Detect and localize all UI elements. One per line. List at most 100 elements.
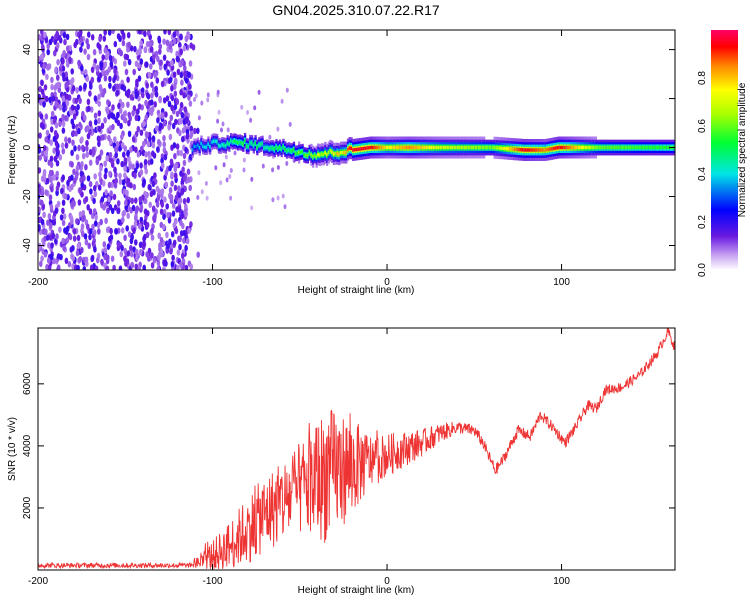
noise-blob [160, 157, 164, 164]
noise-blob [167, 30, 172, 36]
noise-blob [162, 141, 166, 148]
ridge-peak [406, 145, 409, 150]
noise-blob [44, 189, 49, 196]
y-tick-label: 20 [22, 93, 33, 105]
ridge-peak [551, 147, 554, 151]
noise-blob [104, 189, 108, 196]
noise-blob [117, 102, 121, 110]
noise-blob [185, 133, 190, 140]
noise-blob [163, 30, 167, 35]
noise-blob [107, 196, 111, 203]
noise-blob [99, 149, 104, 156]
noise-blob [46, 43, 50, 50]
noise-blob [98, 35, 102, 43]
ridge-peak [559, 145, 563, 150]
noise-blob [92, 208, 97, 215]
noise-blob [170, 261, 175, 268]
noise-blob [246, 110, 249, 115]
ridge-peak [643, 145, 646, 150]
x-tick-label: -200 [28, 576, 48, 587]
y-tick-label: 40 [22, 44, 33, 56]
noise-blob [173, 103, 178, 111]
ridge-peak [203, 145, 207, 149]
noise-blob [145, 92, 150, 99]
noise-blob [120, 83, 125, 91]
noise-blob [82, 266, 87, 270]
noise-blob [82, 214, 86, 222]
noise-blob [83, 233, 88, 240]
noise-blob [93, 246, 97, 253]
noise-blob [157, 254, 161, 261]
noise-blob [159, 208, 164, 215]
noise-blob [179, 230, 184, 237]
noise-blob [38, 206, 41, 213]
ridge-peak [418, 145, 421, 150]
noise-blob [78, 256, 83, 263]
noise-blob [48, 38, 53, 46]
noise-blob [194, 93, 198, 99]
noise-blob [151, 135, 156, 142]
ridge-peak [664, 145, 667, 150]
ridge-peak [615, 145, 618, 150]
ridge-peak [488, 145, 491, 150]
noise-blob [39, 113, 44, 120]
noise-blob [103, 160, 107, 167]
noise-blob [127, 120, 131, 127]
noise-blob [189, 263, 193, 270]
noise-blob [89, 83, 93, 90]
noise-blob [121, 101, 125, 109]
noise-blob [50, 76, 54, 84]
noise-blob [184, 203, 188, 210]
ridge-peak [404, 145, 407, 150]
noise-blob [68, 56, 72, 64]
noise-blob [150, 234, 155, 241]
ridge-peak [596, 145, 599, 150]
ridge-peak [278, 145, 282, 150]
x-tick-label: 100 [553, 576, 570, 587]
noise-blob [72, 228, 77, 235]
ridge-peak [531, 148, 535, 152]
ridge-peak [586, 145, 589, 150]
noise-blob [163, 63, 167, 70]
noise-blob [86, 98, 91, 106]
ridge-peak [299, 150, 303, 154]
noise-blob [112, 264, 116, 270]
noise-blob [97, 140, 101, 147]
ridge-peak [332, 152, 336, 156]
noise-blob [50, 242, 54, 249]
ridge-peak [390, 145, 393, 150]
noise-blob [144, 208, 148, 215]
noise-blob [94, 265, 99, 270]
ridge-peak [205, 145, 208, 149]
noise-blob [61, 72, 66, 79]
noise-blob [45, 177, 50, 185]
ridge-peak [474, 145, 477, 150]
noise-blob [85, 125, 90, 132]
noise-blob [127, 155, 131, 162]
noise-blob [153, 101, 157, 108]
noise-blob [145, 82, 149, 89]
noise-blob [42, 145, 47, 152]
noise-blob [62, 106, 66, 113]
ridge-peak [561, 145, 564, 150]
noise-blob [71, 263, 75, 270]
noise-blob [134, 114, 139, 122]
noise-blob [135, 205, 140, 212]
ridge-peak [544, 148, 547, 152]
ridge-peak [399, 145, 402, 150]
ridge-peak [446, 145, 449, 150]
noise-blob [197, 115, 201, 121]
noise-blob [98, 84, 103, 91]
ridge-peak [306, 153, 310, 158]
noise-blob [175, 98, 179, 105]
noise-blob [58, 120, 62, 128]
noise-blob [182, 159, 187, 167]
noise-blob [206, 97, 210, 103]
ridge-peak [437, 145, 440, 150]
ridge-peak [594, 145, 597, 150]
noise-blob [71, 254, 75, 262]
ridge-peak [526, 148, 529, 152]
noise-blob [100, 196, 105, 203]
noise-blob [108, 82, 112, 89]
snr-line-marks [38, 328, 675, 570]
